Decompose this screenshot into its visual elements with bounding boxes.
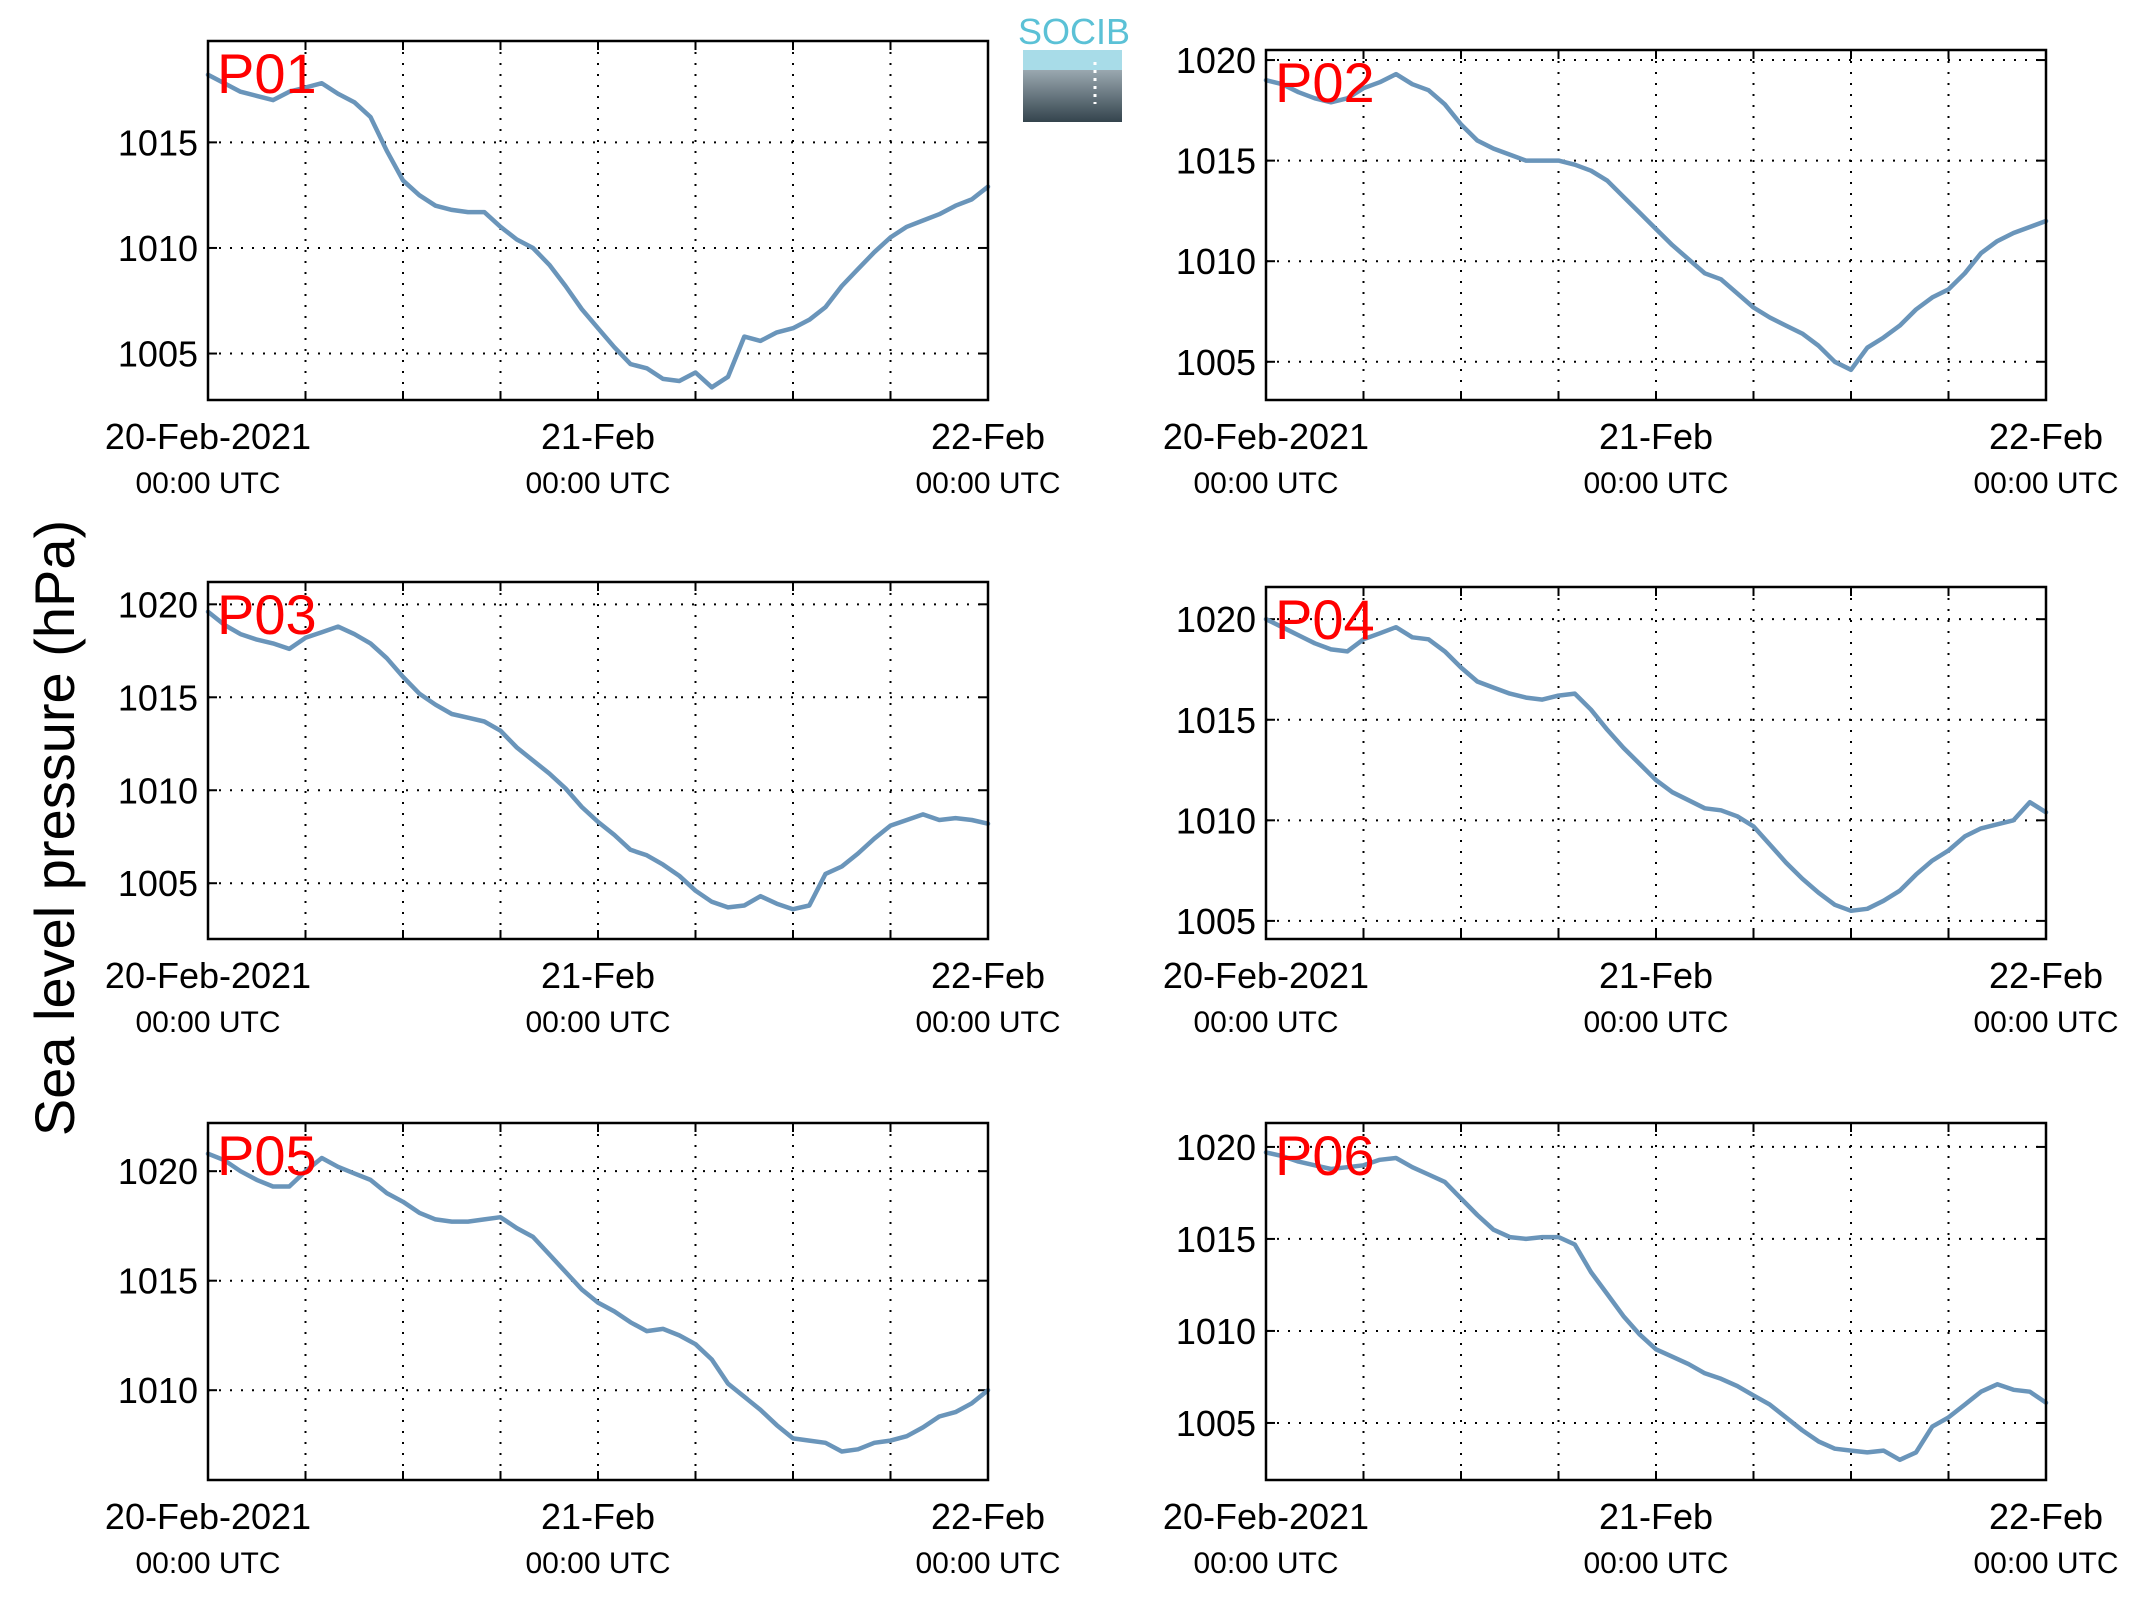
pressure-series-line [1263,71,2049,373]
x-tick-label-date: 22-Feb [1989,416,2103,457]
x-tick-label-time: 00:00 UTC [525,467,670,500]
y-tick-label: 1020 [118,584,198,625]
x-tick-label-time: 00:00 UTC [1583,1006,1728,1039]
x-tick-label-time: 00:00 UTC [1973,1547,2118,1580]
x-tick-label-time: 00:00 UTC [525,1547,670,1580]
x-tick-label-date: 21-Feb [1599,1496,1713,1537]
y-tick-label: 1015 [118,1261,198,1302]
socib-logo: SOCIB [1018,11,1130,122]
x-tick-label-time: 00:00 UTC [1583,1547,1728,1580]
x-tick-label-time: 00:00 UTC [1973,1006,2118,1039]
panel-p02: 1005 1010 1015 1020 20-Feb-2021 00:00 UTC 21-F… [1163,40,2119,500]
panel-p04: 1005 1010 1015 1020 20-Feb-2021 00:00 UTC 21-F… [1163,585,2119,1039]
panel-label: P01 [217,42,317,105]
panel-label: P06 [1275,1124,1375,1187]
panel-p05: 1010 1015 1020 20-Feb-2021 00:00 UTC 21-Feb 00… [105,1121,1061,1580]
x-tick-label-date: 20-Feb-2021 [1163,955,1369,996]
y-tick-label: 1010 [118,1370,198,1411]
x-tick-label-time: 00:00 UTC [915,467,1060,500]
y-tick-label: 1005 [118,334,198,375]
x-tick-label-time: 00:00 UTC [135,1547,280,1580]
x-tick-label-date: 21-Feb [1599,416,1713,457]
x-tick-label-date: 20-Feb-2021 [1163,1496,1369,1537]
x-tick-label-date: 22-Feb [931,955,1045,996]
y-tick-label: 1015 [118,122,198,163]
x-tick-label-date: 21-Feb [541,955,655,996]
x-tick-label-time: 00:00 UTC [525,1006,670,1039]
y-tick-label: 1015 [1176,700,1256,741]
pressure-series-line [205,609,991,912]
y-tick-label: 1020 [1176,599,1256,640]
x-tick-label-time: 00:00 UTC [1973,467,2118,500]
axes-frame [1264,48,2048,402]
y-tick-label: 1010 [1176,1311,1256,1352]
y-tick-label: 1005 [1176,342,1256,383]
y-tick-label: 1020 [1176,1127,1256,1168]
x-tick-label-time: 00:00 UTC [1193,467,1338,500]
x-tick-label-date: 22-Feb [1989,1496,2103,1537]
panel-label: P05 [217,1124,317,1187]
x-tick-label-date: 20-Feb-2021 [105,1496,311,1537]
pressure-series-line [1263,616,2049,914]
x-tick-label-time: 00:00 UTC [915,1006,1060,1039]
axes-frame [206,580,990,941]
y-tick-label: 1005 [1176,1403,1256,1444]
y-tick-label: 1015 [118,677,198,718]
panel-label: P02 [1275,51,1375,114]
x-tick-label-time: 00:00 UTC [1193,1547,1338,1580]
y-tick-label: 1015 [1176,1219,1256,1260]
x-tick-label-time: 00:00 UTC [135,467,280,500]
x-tick-label-date: 21-Feb [1599,955,1713,996]
x-tick-label-date: 22-Feb [1989,955,2103,996]
axes-frame [1264,585,2048,941]
x-tick-label-time: 00:00 UTC [1583,467,1728,500]
axes-frame [206,39,990,402]
logo-text: SOCIB [1018,11,1130,52]
y-tick-label: 1010 [118,228,198,269]
logo-block [1023,70,1122,122]
x-tick-label-time: 00:00 UTC [915,1547,1060,1580]
x-tick-label-date: 22-Feb [931,1496,1045,1537]
panel-p06: 1005 1010 1015 1020 20-Feb-2021 00:00 UTC 21-F… [1163,1121,2119,1580]
panel-p03: 1005 1010 1015 1020 20-Feb-2021 00:00 UTC 21-F… [105,580,1061,1039]
x-tick-label-time: 00:00 UTC [135,1006,280,1039]
x-tick-label-date: 20-Feb-2021 [105,955,311,996]
y-tick-label: 1005 [1176,901,1256,942]
panel-p01: 1005 1010 1015 20-Feb-2021 00:00 UTC 21-Feb 00… [105,39,1061,500]
y-tick-label: 1020 [118,1151,198,1192]
y-tick-label: 1010 [1176,241,1256,282]
y-tick-label: 1010 [1176,800,1256,841]
x-tick-label-date: 22-Feb [931,416,1045,457]
x-tick-label-date: 20-Feb-2021 [1163,416,1369,457]
y-axis-label: Sea level pressure (hPa) [23,520,86,1136]
logo-wave-band [1023,50,1122,72]
axes-frame [1264,1121,2048,1482]
y-tick-label: 1020 [1176,40,1256,81]
pressure-series-line [205,72,991,390]
x-tick-label-time: 00:00 UTC [1193,1006,1338,1039]
axes-frame [206,1121,990,1482]
pressure-series-line [205,1151,991,1454]
panel-label: P04 [1275,588,1375,651]
y-tick-label: 1005 [118,863,198,904]
y-tick-label: 1010 [118,770,198,811]
panel-label: P03 [217,583,317,646]
pressure-series-line [1263,1150,2049,1463]
x-tick-label-date: 21-Feb [541,416,655,457]
x-tick-label-date: 21-Feb [541,1496,655,1537]
x-tick-label-date: 20-Feb-2021 [105,416,311,457]
y-tick-label: 1015 [1176,141,1256,182]
